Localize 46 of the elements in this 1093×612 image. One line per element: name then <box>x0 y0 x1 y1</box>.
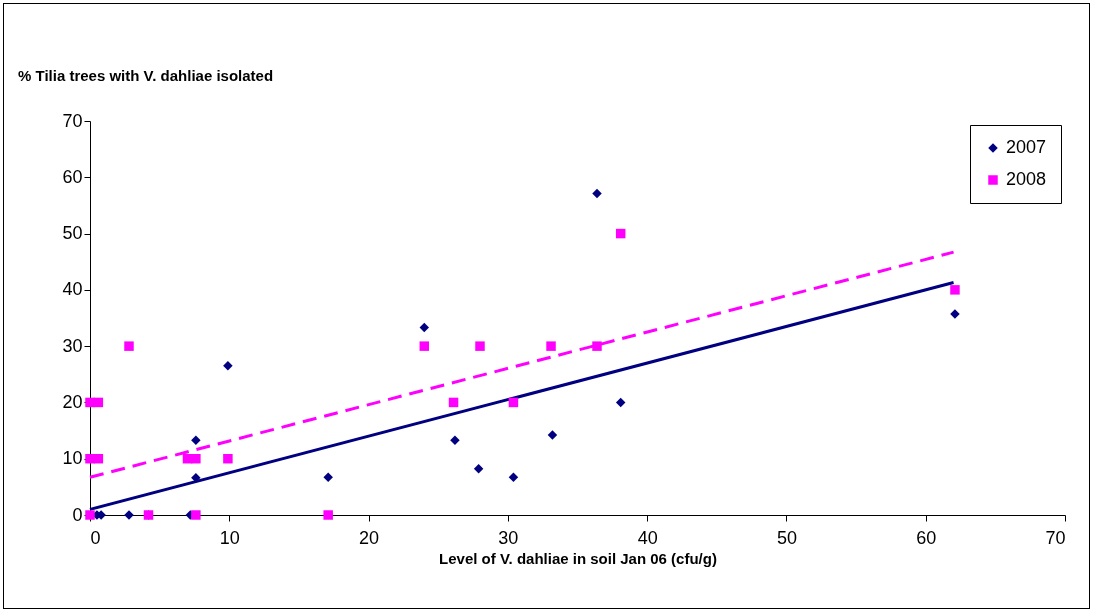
point <box>191 453 201 464</box>
point <box>191 435 201 445</box>
legend-label: 2008 <box>1006 169 1047 189</box>
y-tick-label: 70 <box>62 110 83 131</box>
x-tick-label: 50 <box>776 527 797 548</box>
x-tick-label: 30 <box>498 527 519 548</box>
point <box>93 397 104 408</box>
y-tick-label: 40 <box>62 279 83 300</box>
x-tick-label: 0 <box>90 527 101 548</box>
point <box>592 341 602 351</box>
point <box>323 472 333 483</box>
y-tick-label: 60 <box>62 166 83 187</box>
point <box>85 453 95 464</box>
y-tick-label: 20 <box>62 391 83 412</box>
point <box>508 472 519 483</box>
x-tick-label: 60 <box>916 527 937 548</box>
point <box>950 285 960 295</box>
legend-label: 2007 <box>1006 137 1047 157</box>
y-axis-title: % Tilia trees with V. dahliae isolated <box>18 67 274 84</box>
point <box>475 341 485 351</box>
x-tick-label: 20 <box>359 527 380 548</box>
point <box>223 361 233 371</box>
point <box>323 510 333 520</box>
point <box>547 430 558 440</box>
point <box>592 188 602 199</box>
point <box>546 341 556 351</box>
x-tick-label: 70 <box>1045 527 1066 548</box>
point <box>473 464 484 474</box>
point <box>508 397 519 408</box>
point <box>191 510 201 520</box>
x-axis-title: Level of V. dahliae in soil Jan 06 (cfu/g) <box>439 549 717 567</box>
point <box>419 322 430 333</box>
point <box>124 341 134 351</box>
y-tick-label: 10 <box>62 448 83 469</box>
x-tick-label: 10 <box>219 527 240 548</box>
y-tick-label: 50 <box>62 223 83 244</box>
y-tick-label: 0 <box>72 504 83 525</box>
y-tick-label: 30 <box>62 335 83 356</box>
x-tick-label: 40 <box>637 527 658 548</box>
point <box>93 453 104 464</box>
point <box>448 397 459 408</box>
point <box>615 228 626 239</box>
point <box>223 453 233 464</box>
point <box>85 397 95 408</box>
point <box>419 341 430 351</box>
point <box>615 397 626 408</box>
